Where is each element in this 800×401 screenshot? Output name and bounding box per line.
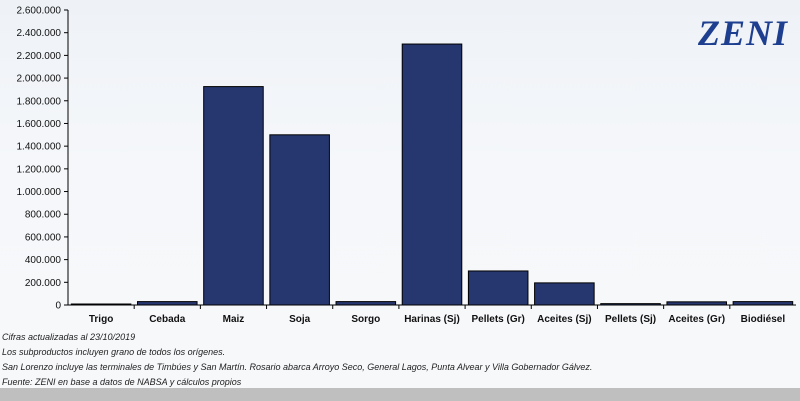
zeni-logo: ZENI — [697, 13, 788, 53]
chart-notes: Cifras actualizadas al 23/10/2019 Los su… — [2, 330, 798, 390]
y-tick-label: 2.600.000 — [17, 6, 62, 17]
bar — [401, 43, 463, 306]
x-tick-label: Cebada — [149, 314, 186, 325]
x-tick-label: Pellets (Gr) — [472, 314, 525, 325]
bar — [732, 301, 794, 306]
y-tick-label: 0 — [55, 301, 61, 312]
y-tick-label: 200.000 — [25, 278, 62, 289]
y-tick-label: 2.200.000 — [17, 51, 62, 62]
bar-chart: 0 200.000 400.000 600.000 800.000 1.000.000 1.… — [17, 6, 796, 325]
bar — [600, 303, 661, 306]
note-updated: Cifras actualizadas al 23/10/2019 — [2, 332, 136, 342]
x-tick-label: Maiz — [223, 314, 245, 325]
x-tick-label: Sorgo — [351, 314, 380, 325]
note-source: Fuente: ZENI en base a datos de NABSA y … — [2, 377, 242, 387]
bar — [70, 303, 132, 306]
y-tick-label: 1.400.000 — [17, 142, 62, 153]
bar — [534, 282, 595, 306]
y-tick-label: 1.000.000 — [17, 187, 62, 198]
note-subproducts: Los subproductos incluyen grano de todos… — [2, 347, 226, 357]
bar — [203, 86, 264, 306]
bottom-bar — [0, 388, 800, 401]
y-tick-label: 1.200.000 — [17, 164, 62, 175]
bar — [136, 301, 198, 306]
bar — [335, 301, 397, 306]
x-tick-label: Pellets (Sj) — [605, 314, 656, 325]
x-tick-label: Aceites (Gr) — [668, 314, 725, 325]
bar — [467, 270, 529, 306]
x-tick-label: Trigo — [89, 314, 113, 325]
bar — [666, 301, 728, 306]
y-tick-label: 2.000.000 — [17, 74, 62, 85]
y-tick-label: 400.000 — [25, 255, 62, 266]
x-tick-label: Biodiésel — [741, 314, 786, 325]
x-tick-label: Soja — [289, 314, 311, 325]
note-terminals: San Lorenzo incluye las terminales de Ti… — [2, 362, 593, 372]
y-tick-label: 1.600.000 — [17, 119, 62, 130]
x-tick-label: Aceites (Sj) — [537, 314, 591, 325]
y-tick-label: 600.000 — [25, 232, 62, 243]
y-tick-label: 2.400.000 — [17, 28, 62, 39]
y-tick-label: 1.800.000 — [17, 96, 62, 107]
bar — [269, 134, 330, 306]
y-tick-label: 800.000 — [25, 210, 62, 221]
x-tick-label: Harinas (Sj) — [404, 314, 460, 325]
